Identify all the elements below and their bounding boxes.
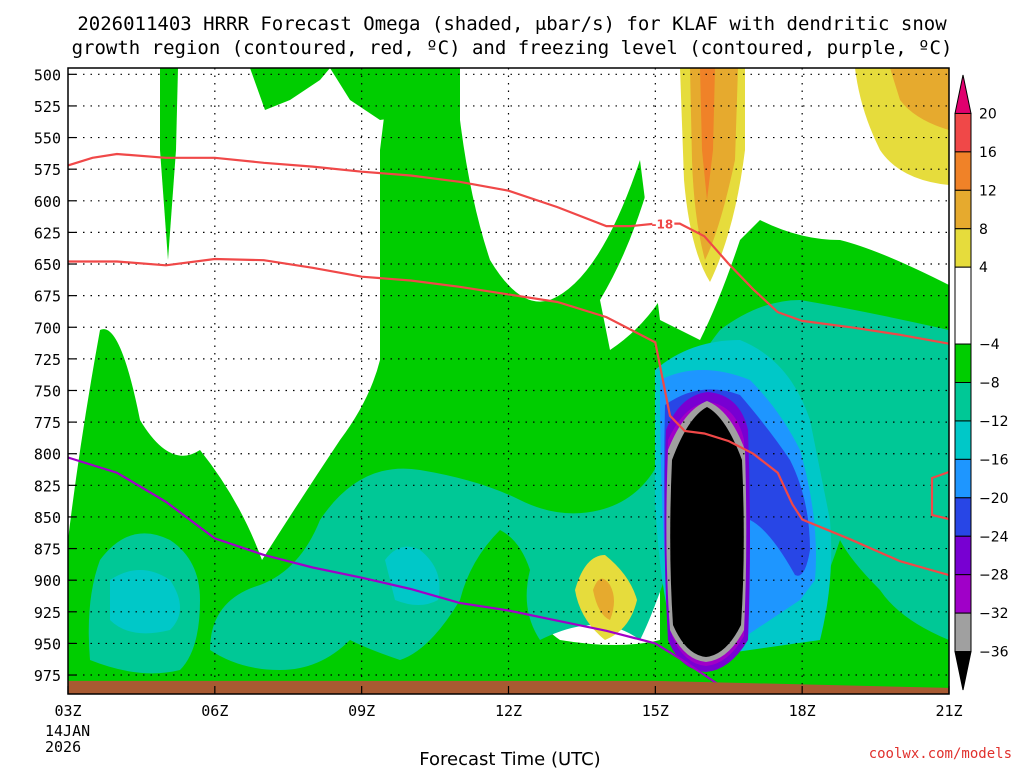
y-tick-label: 900 — [34, 572, 61, 590]
y-tick-label: 525 — [34, 98, 61, 116]
y-tick-label: 975 — [34, 667, 61, 685]
omega-band-neutral — [460, 68, 640, 302]
y-tick-label: 550 — [34, 130, 61, 148]
colorbar-swatch — [954, 266, 972, 345]
colorbar-label: −32 — [979, 606, 1009, 622]
colorbar-swatch — [954, 112, 972, 153]
x-tick-label: 06Z — [201, 702, 228, 720]
colorbar-label: −4 — [979, 337, 1000, 353]
x-tick-label: 12Z — [495, 702, 522, 720]
colorbar-label: −20 — [979, 491, 1009, 507]
colorbar-swatch — [954, 74, 972, 114]
y-tick-label: 600 — [34, 193, 61, 211]
colorbar: 20 16 12 8 4 −4 −8 −12 −16 −20 −24 −28 −32 −36 — [954, 74, 1009, 691]
omega-band-12-to-16 — [700, 68, 715, 200]
colorbar-swatch — [954, 612, 972, 653]
omega-band-minus12-to-minus16 — [110, 570, 180, 634]
colorbar-label: −36 — [979, 645, 1009, 661]
y-tick-label: 500 — [34, 66, 61, 84]
colorbar-swatch — [954, 458, 972, 499]
contour-minus12c-edge — [930, 470, 949, 521]
x-date-line2: 2026 — [45, 738, 81, 756]
colorbar-label: −12 — [979, 414, 1009, 430]
y-tick-label: 750 — [34, 382, 61, 400]
y-tick-label: 700 — [34, 319, 61, 337]
omega-band-minus4-to-minus8 — [160, 68, 178, 260]
omega-shading — [68, 68, 949, 694]
y-tick-label: 800 — [34, 446, 61, 464]
omega-band-8-to-12 — [593, 578, 614, 620]
colorbar-swatch — [954, 189, 972, 230]
y-tick-label: 725 — [34, 351, 61, 369]
y-tick-label: 950 — [34, 635, 61, 653]
colorbar-swatch — [954, 535, 972, 576]
colorbar-swatch — [954, 420, 972, 460]
colorbar-swatch — [954, 574, 972, 614]
y-tick-label: 650 — [34, 256, 61, 274]
contour-minus12c — [68, 257, 949, 577]
colorbar-label: 8 — [979, 222, 988, 238]
x-tick-label: 09Z — [348, 702, 375, 720]
colorbar-label: 16 — [979, 145, 997, 161]
x-tick-label: 21Z — [935, 702, 962, 720]
colorbar-swatch — [954, 228, 972, 268]
x-axis-ticks: 03Z 06Z 09Z 12Z 15Z 18Z 21Z — [54, 686, 963, 720]
contour-minus18c — [68, 152, 949, 345]
colorbar-swatch — [954, 651, 972, 691]
omega-band-minus4-to-minus8 — [250, 68, 330, 110]
y-tick-label: 775 — [34, 414, 61, 432]
colorbar-label: 20 — [979, 106, 997, 122]
colorbar-label: −24 — [979, 529, 1009, 545]
y-tick-label: 675 — [34, 288, 61, 306]
x-axis-label: Forecast Time (UTC) — [419, 749, 600, 768]
contours: -18 — [68, 152, 949, 693]
y-tick-label: 850 — [34, 509, 61, 527]
x-tick-label: 03Z — [54, 702, 81, 720]
y-tick-label: 925 — [34, 604, 61, 622]
x-date-line1: 14JAN — [45, 722, 90, 740]
y-axis-ticks: 500 525 550 575 600 625 650 675 700 725 750 775 800 8… — [34, 66, 76, 685]
colorbar-label: −8 — [979, 376, 1000, 392]
omega-band-neutral — [600, 180, 660, 350]
contour-freezing-level — [68, 456, 730, 693]
contour-label-bg — [652, 215, 675, 230]
x-tick-label: 18Z — [789, 702, 816, 720]
colorbar-swatch — [954, 343, 972, 383]
colorbar-label: 12 — [979, 183, 997, 199]
colorbar-label: −28 — [979, 568, 1009, 584]
y-tick-label: 875 — [34, 541, 61, 559]
chart-title-line2: growth region (contoured, red, ºC) and f… — [72, 37, 953, 59]
colorbar-swatch — [954, 382, 972, 422]
colorbar-label: 4 — [979, 260, 988, 276]
omega-band-below-minus36 — [670, 407, 744, 657]
colorbar-swatch — [954, 497, 972, 537]
contour-label: -18 — [651, 218, 673, 232]
omega-band-minus12-to-minus16 — [385, 546, 440, 605]
omega-band-8-to-12 — [890, 68, 949, 130]
chart-title-line1: 2026011403 HRRR Forecast Omega (shaded, … — [77, 13, 947, 35]
credit-text: coolwx.com/models — [869, 746, 1012, 762]
x-tick-label: 15Z — [642, 702, 669, 720]
y-tick-label: 575 — [34, 161, 61, 179]
colorbar-swatch — [954, 151, 972, 191]
y-tick-label: 625 — [34, 224, 61, 242]
y-tick-label: 825 — [34, 477, 61, 495]
colorbar-label: −16 — [979, 452, 1009, 468]
